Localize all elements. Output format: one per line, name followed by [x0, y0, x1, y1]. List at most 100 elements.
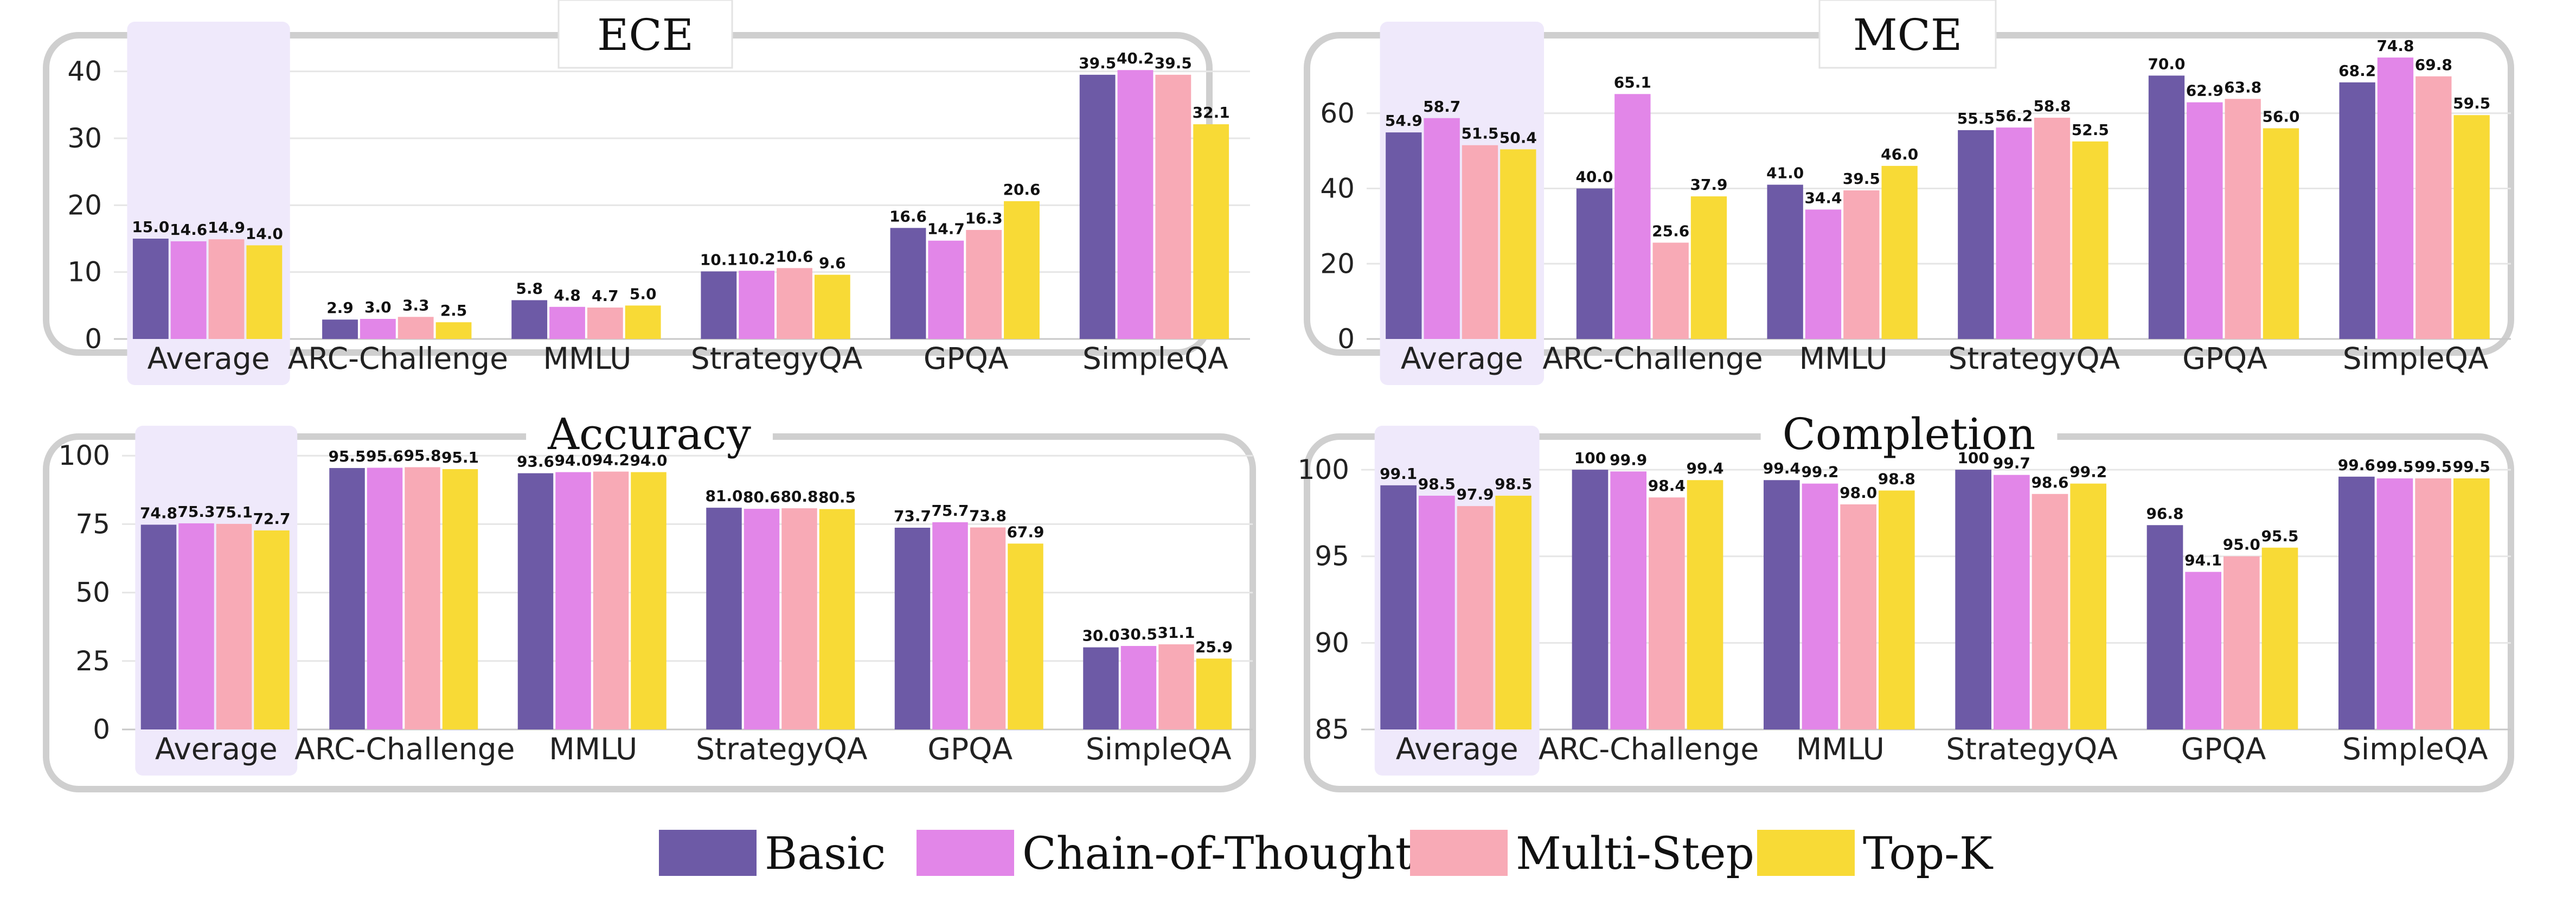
data-label: 3.0	[364, 298, 392, 316]
bar-chain-of-thought-mmlu	[1802, 483, 1838, 729]
chart-title: ECE	[597, 10, 694, 60]
data-label: 99.5	[2453, 458, 2490, 476]
category-label-strategyqa: StrategyQA	[696, 732, 868, 766]
data-label: 98.5	[1418, 475, 1456, 493]
data-label: 14.0	[246, 225, 283, 242]
data-label: 14.9	[208, 219, 245, 236]
bar-basic-average	[132, 239, 169, 339]
bar-top-k-gpqa	[1008, 543, 1043, 729]
bar-top-k-simpleqa	[1196, 658, 1232, 729]
bar-multi-step-mmlu	[1843, 190, 1880, 339]
bar-top-k-mmlu	[1881, 165, 1918, 339]
data-label: 80.8	[780, 488, 818, 505]
y-tick-label: 75	[75, 508, 110, 540]
bar-top-k-arc-challenge	[442, 469, 478, 729]
legend-swatch	[1757, 830, 1855, 876]
bar-chain-of-thought-simpleqa	[1117, 70, 1154, 339]
data-label: 98.5	[1495, 475, 1532, 493]
bar-top-k-simpleqa	[1193, 124, 1229, 339]
data-label: 94.2	[592, 451, 630, 469]
data-label: 59.5	[2453, 94, 2490, 112]
data-label: 99.1	[1380, 465, 1417, 483]
data-label: 95.8	[403, 446, 441, 464]
data-label: 37.9	[1690, 176, 1727, 194]
data-label: 98.6	[2031, 473, 2068, 491]
data-label: 58.7	[1423, 98, 1460, 116]
bar-basic-mmlu	[1764, 480, 1800, 729]
data-label: 94.1	[2184, 551, 2222, 569]
data-label: 75.7	[931, 502, 969, 520]
data-label: 4.7	[592, 287, 619, 305]
data-label: 56.0	[2262, 108, 2299, 126]
bar-chain-of-thought-arc-challenge	[1614, 94, 1651, 339]
bar-chain-of-thought-mmlu	[555, 472, 591, 729]
bar-basic-strategyqa	[706, 508, 742, 729]
bar-basic-simpleqa	[2339, 82, 2375, 340]
data-label: 94.0	[630, 452, 667, 470]
bar-basic-arc-challenge	[1572, 470, 1609, 729]
category-label-simpleqa: SimpleQA	[1086, 732, 1232, 766]
data-label: 96.8	[2146, 504, 2183, 522]
category-label-simpleqa: SimpleQA	[1082, 341, 1228, 376]
data-label: 98.0	[1840, 484, 1877, 502]
category-label-gpqa: GPQA	[924, 341, 1009, 376]
category-label-arc-challenge: ARC-Challenge	[1542, 341, 1763, 376]
bar-top-k-arc-challenge	[435, 322, 472, 339]
bar-chain-of-thought-average	[1419, 495, 1455, 729]
data-label: 15.0	[132, 218, 169, 236]
bar-multi-step-simpleqa	[1158, 644, 1194, 729]
data-label: 62.9	[2186, 82, 2223, 100]
data-label: 2.9	[326, 299, 354, 317]
y-tick-label: 50	[75, 577, 110, 609]
bar-multi-step-strategyqa	[2032, 494, 2068, 729]
bar-multi-step-gpqa	[2225, 99, 2261, 339]
bar-chain-of-thought-arc-challenge	[367, 468, 403, 729]
data-label: 81.0	[705, 487, 742, 505]
data-label: 99.9	[1610, 451, 1647, 469]
bar-basic-simpleqa	[1079, 74, 1116, 340]
data-label: 10.1	[700, 251, 738, 268]
bar-top-k-gpqa	[2261, 547, 2298, 729]
bar-top-k-strategyqa	[819, 509, 855, 729]
title-gap	[1760, 426, 2058, 447]
bar-chain-of-thought-arc-challenge	[360, 319, 396, 339]
bar-multi-step-average	[208, 239, 245, 339]
legend-item-chain-of-thought: Chain-of-Thought	[917, 828, 1413, 880]
bar-top-k-average	[1495, 495, 1531, 729]
bar-chain-of-thought-gpqa	[2185, 572, 2221, 729]
bar-chain-of-thought-gpqa	[932, 522, 968, 729]
data-label: 95.0	[2223, 536, 2260, 554]
bar-top-k-gpqa	[1004, 201, 1040, 339]
bar-basic-gpqa	[894, 527, 931, 729]
legend-item-basic: Basic	[659, 828, 886, 880]
data-label: 97.9	[1456, 485, 1494, 503]
category-label-arc-challenge: ARC-Challenge	[1539, 732, 1759, 766]
data-label: 95.5	[2261, 527, 2298, 545]
data-label: 40.0	[1575, 168, 1613, 186]
bar-basic-gpqa	[890, 228, 926, 339]
data-label: 51.5	[1461, 125, 1498, 143]
bar-multi-step-strategyqa	[781, 508, 817, 729]
data-label: 30.0	[1082, 627, 1119, 645]
bar-chain-of-thought-arc-challenge	[1610, 471, 1646, 729]
bar-top-k-strategyqa	[2072, 141, 2109, 339]
y-tick-label: 60	[1320, 98, 1355, 129]
category-label-strategyqa: StrategyQA	[1946, 732, 2118, 766]
panel-mce: 0 20 40 60 54.958.751.5 50.4 Average 40.0 65.1 25…	[1304, 0, 2514, 385]
y-tick-label: 40	[1320, 173, 1355, 204]
data-label: 5.8	[516, 279, 543, 297]
bar-multi-step-gpqa	[966, 229, 1002, 339]
bar-chain-of-thought-strategyqa	[744, 509, 780, 729]
data-label: 70.0	[2148, 55, 2185, 73]
data-label: 54.9	[1385, 112, 1422, 130]
data-label: 80.6	[743, 488, 780, 506]
data-label: 95.6	[366, 447, 403, 465]
category-label-average: Average	[1401, 341, 1523, 376]
y-tick-label: 100	[59, 440, 110, 471]
legend-label: Multi-Step	[1516, 828, 1754, 880]
bar-top-k-arc-challenge	[1687, 480, 1723, 729]
bar-basic-average	[140, 524, 177, 729]
bar-multi-step-average	[1457, 506, 1494, 729]
y-tick-label: 25	[75, 645, 110, 677]
